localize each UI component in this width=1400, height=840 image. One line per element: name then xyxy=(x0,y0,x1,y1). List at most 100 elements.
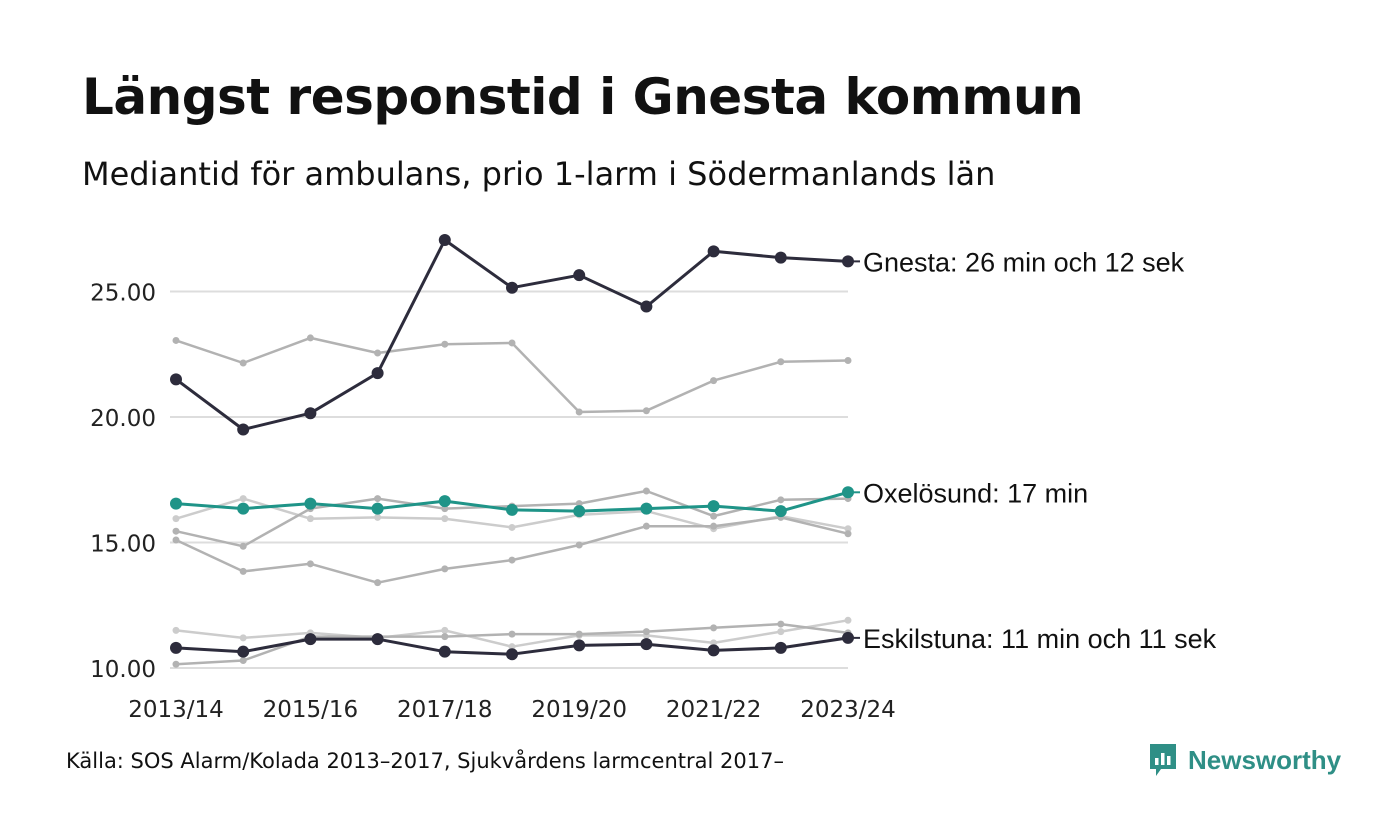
y-tick-label: 20.00 xyxy=(90,406,156,432)
context-data-point xyxy=(441,505,449,513)
context-data-point xyxy=(777,628,785,636)
context-data-point xyxy=(239,495,247,503)
context-data-point xyxy=(239,656,247,664)
context-data-point xyxy=(239,542,247,550)
context-data-point xyxy=(508,630,516,638)
data-point xyxy=(573,269,586,282)
context-data-point xyxy=(441,515,449,523)
data-point xyxy=(170,373,182,386)
data-point xyxy=(371,633,384,646)
data-point xyxy=(640,638,653,651)
data-point xyxy=(170,641,182,654)
y-tick-label: 10.00 xyxy=(90,657,156,683)
x-tick-label: 2013/14 xyxy=(128,697,224,723)
context-data-point xyxy=(239,359,247,367)
context-data-point xyxy=(508,643,516,651)
series-labels: Gnesta: 26 min och 12 sek Oxelösund: 17 m… xyxy=(848,247,1217,654)
context-data-point xyxy=(239,567,247,575)
gridlines xyxy=(170,290,848,669)
data-point xyxy=(170,497,182,510)
data-point xyxy=(506,648,518,661)
series-line-gnesta xyxy=(175,238,849,431)
context-series-line xyxy=(175,489,849,548)
x-axis-ticks: 2013/14 2015/16 2017/18 2019/20 2021/22 2023/… xyxy=(128,697,896,723)
context-data-point xyxy=(508,523,516,531)
context-data-point xyxy=(642,407,650,415)
y-tick-label: 15.00 xyxy=(90,532,156,558)
data-point xyxy=(304,407,317,420)
context-data-point xyxy=(441,340,449,348)
context-data-point xyxy=(642,487,650,495)
data-point xyxy=(438,645,451,658)
context-data-point xyxy=(844,357,852,365)
context-data-point xyxy=(441,565,449,573)
context-data-point xyxy=(374,513,382,521)
context-data-point xyxy=(172,626,180,634)
context-data-point xyxy=(306,560,314,568)
context-data-point xyxy=(642,522,650,530)
data-point xyxy=(707,500,720,513)
context-data-point xyxy=(374,349,382,357)
data-point xyxy=(707,245,720,258)
data-point xyxy=(573,505,586,518)
highlight-series xyxy=(170,234,854,661)
x-tick-label: 2019/20 xyxy=(531,697,627,723)
context-data-point xyxy=(575,408,583,416)
context-data-point xyxy=(508,339,516,347)
context-data-point xyxy=(239,634,247,642)
context-data-point xyxy=(172,527,180,535)
chart-subtitle: Mediantid för ambulans, prio 1-larm i Sö… xyxy=(82,155,996,193)
context-data-point xyxy=(844,525,852,533)
newsworthy-logo-icon xyxy=(1150,744,1176,776)
x-tick-label: 2021/22 xyxy=(666,697,762,723)
data-point xyxy=(438,495,451,508)
context-data-point xyxy=(172,660,180,668)
data-point xyxy=(371,502,384,515)
context-data-point xyxy=(710,639,718,647)
context-data-point xyxy=(710,624,718,632)
context-data-point xyxy=(575,630,583,638)
series-label-oxelösund: Oxelösund: 17 min xyxy=(863,478,1088,508)
context-data-point xyxy=(844,530,852,538)
data-point xyxy=(506,281,518,294)
data-point xyxy=(438,234,451,247)
x-tick-label: 2023/24 xyxy=(800,697,896,723)
data-point xyxy=(774,641,787,654)
context-data-point xyxy=(777,496,785,504)
y-axis-ticks: 10.00 15.00 20.00 25.00 xyxy=(90,281,156,684)
data-point xyxy=(237,502,250,515)
series-label-gnesta: Gnesta: 26 min och 12 sek xyxy=(863,247,1185,277)
context-data-point xyxy=(441,626,449,634)
context-data-point xyxy=(374,579,382,587)
source-note: Källa: SOS Alarm/Kolada 2013–2017, Sjukv… xyxy=(66,749,784,773)
context-data-point xyxy=(575,541,583,549)
context-data-point xyxy=(777,358,785,366)
series-label-eskilstuna: Eskilstuna: 11 min och 11 sek xyxy=(863,624,1217,654)
brand-logo[interactable]: Newsworthy xyxy=(1148,742,1341,778)
context-series xyxy=(172,334,852,668)
context-data-point xyxy=(441,633,449,641)
data-point xyxy=(304,497,317,510)
data-point xyxy=(640,300,653,313)
context-data-point xyxy=(172,536,180,544)
data-point xyxy=(640,502,653,515)
context-data-point xyxy=(306,515,314,523)
context-series-line xyxy=(175,336,849,414)
context-data-point xyxy=(172,515,180,523)
data-point xyxy=(573,639,586,652)
context-data-point xyxy=(508,556,516,564)
context-data-point xyxy=(172,336,180,344)
context-data-point xyxy=(710,522,718,530)
data-point xyxy=(774,251,787,264)
context-data-point xyxy=(710,377,718,385)
context-data-point xyxy=(642,628,650,636)
data-point xyxy=(237,423,250,436)
y-tick-label: 25.00 xyxy=(90,281,156,307)
data-point xyxy=(707,644,720,657)
context-data-point xyxy=(575,500,583,508)
data-point xyxy=(371,367,384,380)
context-data-point xyxy=(306,334,314,342)
data-point xyxy=(304,633,317,646)
context-data-point xyxy=(844,616,852,624)
